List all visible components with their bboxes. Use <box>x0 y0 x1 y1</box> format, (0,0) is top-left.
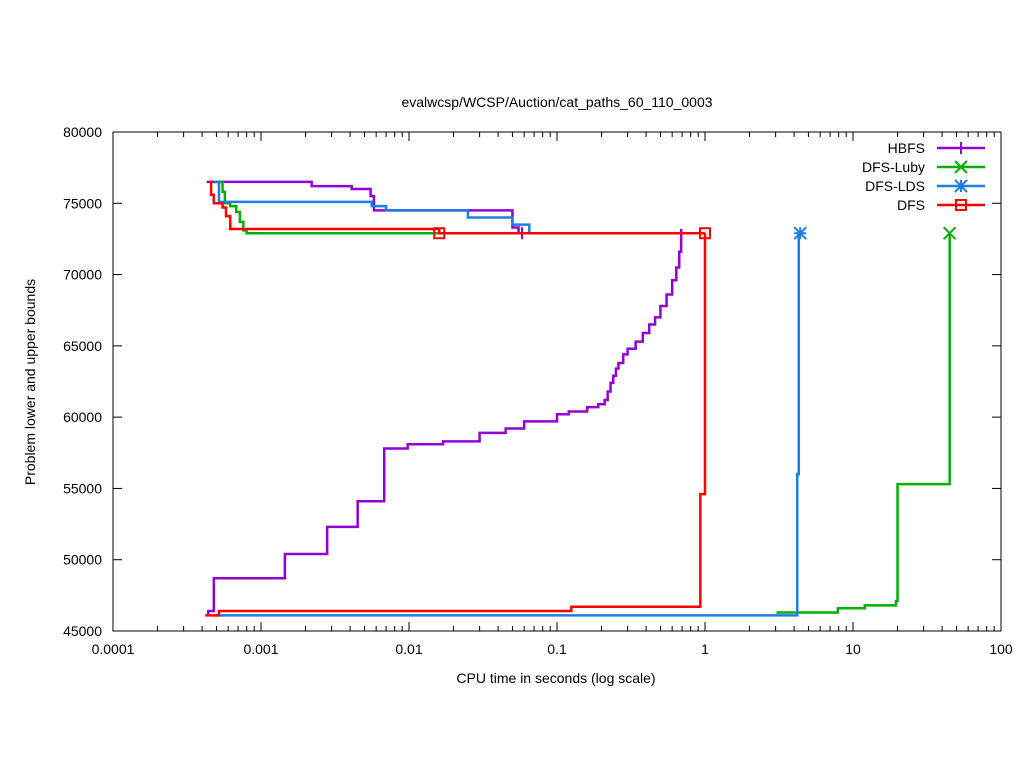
y-axis-title: Problem lower and upper bounds <box>22 279 38 485</box>
x-tick-label: 1 <box>701 641 709 657</box>
series-point <box>793 226 807 240</box>
series-line-lower <box>205 233 707 617</box>
series-point <box>433 227 446 240</box>
chart-title: evalwcsp/WCSP/Auction/cat_paths_60_110_0… <box>401 94 712 110</box>
legend-marker <box>955 142 967 154</box>
legend-marker <box>954 179 968 193</box>
legend-marker <box>954 160 968 174</box>
y-tick-label: 75000 <box>63 195 102 211</box>
x-tick-label: 0.001 <box>243 641 278 657</box>
series-dfs-luby <box>213 180 957 614</box>
series-point <box>942 226 957 240</box>
legend-label: DFS <box>897 197 925 213</box>
y-tick-label: 80000 <box>63 124 102 140</box>
x-tick-label: 0.01 <box>395 641 422 657</box>
series-line-upper <box>206 180 522 235</box>
series-line-lower <box>213 231 801 617</box>
plot-frame <box>112 131 1002 632</box>
y-tick-label: 70000 <box>63 267 102 283</box>
series-layer <box>205 180 957 617</box>
legend-label: DFS-Luby <box>862 159 925 175</box>
legend: HBFS DFS-Luby DFS-LDS DFS <box>862 140 985 213</box>
series-hbfs <box>206 180 683 616</box>
legend-marker <box>955 199 967 211</box>
y-tick-label: 60000 <box>63 409 102 425</box>
y-tick-label: 45000 <box>63 623 102 639</box>
series-line-upper <box>213 180 543 235</box>
y-tick-label: 55000 <box>63 480 102 496</box>
series-point <box>699 227 711 240</box>
legend-label: DFS-LDS <box>865 178 925 194</box>
series-dfs-lds <box>213 180 807 617</box>
series-line-lower <box>776 233 951 614</box>
x-tick-label: 0.0001 <box>92 641 135 657</box>
series-line-upper <box>209 180 705 235</box>
x-tick-label: 10 <box>845 641 861 657</box>
series-line-upper <box>213 180 440 235</box>
x-axis-title: CPU time in seconds (log scale) <box>456 670 655 686</box>
x-tick-label: 0.1 <box>547 641 567 657</box>
y-tick-label: 50000 <box>63 552 102 568</box>
legend-label: HBFS <box>888 140 925 156</box>
series-line-lower <box>206 228 683 616</box>
series-dfs <box>205 180 711 617</box>
axis-ticks <box>112 131 1002 632</box>
x-tick-label: 100 <box>989 641 1013 657</box>
tick-labels: 0.0001 0.001 0.01 0.1 1 10 100 45000 50000 55000 6… <box>63 124 1013 657</box>
y-tick-label: 65000 <box>63 338 102 354</box>
